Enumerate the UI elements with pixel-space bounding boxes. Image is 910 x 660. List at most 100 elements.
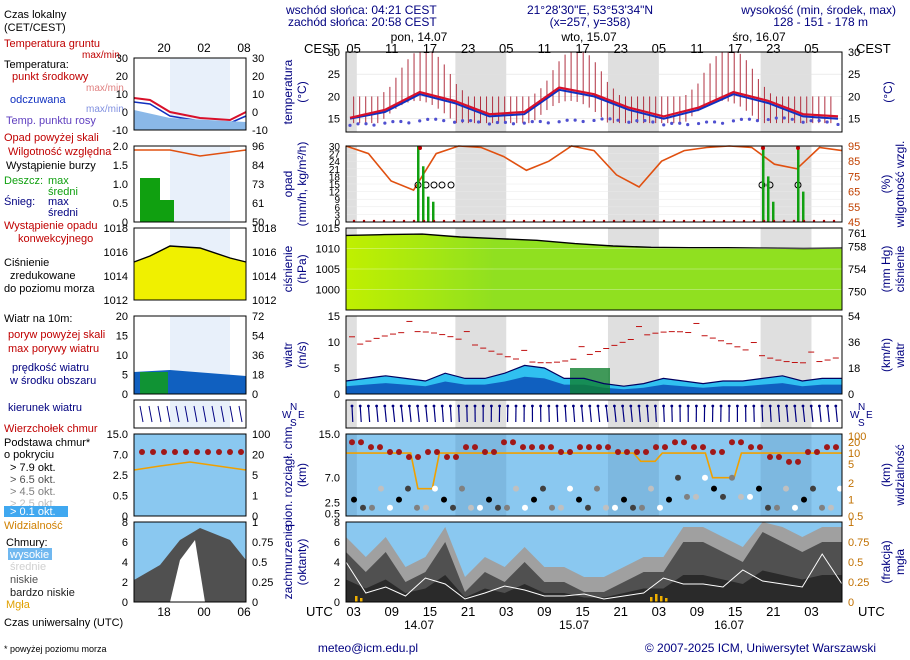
- legend-felt-maxmin: max/min: [86, 104, 124, 115]
- cloud-top-dot: [691, 444, 697, 451]
- axis-title-cov-left: zachmurzenie: [281, 524, 295, 599]
- preview-ytick-left: 0: [122, 389, 128, 401]
- pressure-line: [345, 233, 843, 250]
- visibility-ytick-right: 2: [848, 478, 854, 490]
- dew-point: [782, 116, 786, 120]
- preview-ytick-right: 96: [252, 141, 264, 153]
- legend-humidity: Wilgotność względna: [8, 146, 112, 158]
- cloud-top-dot: [729, 439, 735, 446]
- dew-point: [538, 119, 542, 124]
- cover-ytick-left: 6: [334, 537, 340, 549]
- press-ytick-right: 761: [848, 228, 866, 240]
- fog-bar: [660, 596, 663, 602]
- cloud-base-dot: [666, 496, 672, 503]
- footer-email[interactable]: meteo@icm.edu.pl: [318, 641, 418, 655]
- preview-ytick-right: 30: [252, 53, 264, 65]
- preview-ytick-right: 0: [252, 597, 258, 609]
- wind-arrow: [572, 405, 576, 423]
- wind-arrow-head: [629, 404, 633, 408]
- cloud-top-dot: [377, 444, 383, 451]
- legend-felt: odczuwana: [10, 94, 67, 106]
- preview-wind-arrow: [157, 405, 162, 423]
- dew-point: [383, 121, 387, 125]
- panel-bg-dir: [346, 400, 842, 428]
- axis-title-precip-right: wilgotność wzgl.: [893, 141, 907, 229]
- panel-border-precip: [345, 145, 843, 223]
- temp-ytick-right: 20: [848, 91, 860, 103]
- cest-label-right: CEST: [856, 41, 891, 56]
- precip-bar: [767, 176, 770, 222]
- wind-arrow: [367, 405, 371, 423]
- axis-title-temp-left-unit: (°C): [295, 81, 309, 102]
- dew-point: [468, 119, 473, 123]
- coords-text: 21°28'30"E, 53°53'34"N: [527, 3, 653, 17]
- wind-arrow: [384, 405, 387, 423]
- wind-arrow: [786, 405, 789, 423]
- preview-wind-arrow: [175, 405, 180, 423]
- cloud-base-dot: [711, 485, 717, 492]
- cloud-base-dot: [414, 504, 420, 511]
- wind-arrow-head: [645, 404, 649, 408]
- cloud-night-band: [455, 434, 507, 516]
- axis-title-press-right-unit: (mm Hg): [879, 246, 893, 293]
- preview-press-area: [134, 246, 246, 300]
- cloud-base-dot: [450, 504, 456, 511]
- preview-bottom-tick: 18: [157, 605, 171, 619]
- cloud-top-dot: [615, 449, 621, 456]
- axis-title-temp-right-unit: (°C): [881, 81, 895, 102]
- dew-point: [712, 120, 717, 124]
- wind-arrow-head: [350, 404, 354, 408]
- preview-wind-arrow: [148, 405, 153, 423]
- wind-arrow: [827, 405, 830, 423]
- night-band: [607, 400, 659, 428]
- precip-ytick-left: 3: [334, 210, 340, 221]
- panel-border-dir: [345, 399, 843, 429]
- cloud-top-dot: [406, 453, 412, 460]
- cest-tick: 17: [728, 41, 742, 56]
- wind-arrow-head: [670, 404, 674, 408]
- press-ytick-left: 1015: [316, 223, 340, 235]
- precip-ytick-left: 6: [334, 203, 340, 214]
- wind-arrow-head: [809, 404, 813, 408]
- wind-ytick-left: 0: [334, 389, 340, 401]
- cover-vlow-area: [346, 570, 842, 602]
- preview-ytick-right: 0: [252, 107, 258, 119]
- wind-ytick-right: 18: [848, 363, 860, 375]
- preview-bottom-tick: 00: [197, 605, 211, 619]
- legend-cl-vlow: bardzo niskie: [10, 587, 75, 599]
- night-band: [346, 316, 357, 394]
- preview-ytick-right: 10: [252, 89, 264, 101]
- wind-arrow-head: [457, 404, 460, 408]
- dew-point: [391, 120, 395, 124]
- cloud-base-dot: [549, 504, 555, 511]
- wind-arrow-head: [719, 404, 723, 408]
- preview-border: [133, 145, 247, 223]
- wind-arrow-head: [555, 404, 559, 408]
- temp-ytick-right: 30: [848, 47, 860, 59]
- preview-ytick-left: 0: [122, 597, 128, 609]
- cloud-top-dot: [425, 449, 431, 456]
- wind-ytick-left: 15: [328, 311, 340, 323]
- cloud-base-dot: [765, 504, 771, 511]
- cloud-base-dot: [729, 474, 735, 481]
- legend-temp-label: Temperatura:: [4, 59, 69, 71]
- preview-night: [170, 146, 230, 222]
- dew-point: [790, 117, 794, 121]
- preview-precip-bar: [140, 178, 160, 222]
- wind-arrow-head: [637, 404, 641, 408]
- cloud-top-dot: [634, 449, 640, 456]
- legend-cloud-base1: Podstawa chmur*: [4, 437, 91, 449]
- wind-arrow-head: [736, 404, 739, 408]
- legend-temp-mid: punkt środkowy: [12, 71, 89, 83]
- legend-storm: Wystąpienie burzy: [6, 160, 96, 172]
- wind-arrow-head: [358, 404, 362, 408]
- legend-gust-above: poryw powyżej skali: [8, 329, 105, 341]
- dew-point: [817, 119, 821, 123]
- dew-point: [608, 117, 612, 121]
- preview-top-tick: 08: [237, 41, 251, 55]
- dew-point: [460, 119, 465, 123]
- legend-pressure1: Ciśnienie: [4, 257, 49, 269]
- preview-border: [133, 57, 247, 131]
- preview-ytick-right: 84: [252, 160, 264, 172]
